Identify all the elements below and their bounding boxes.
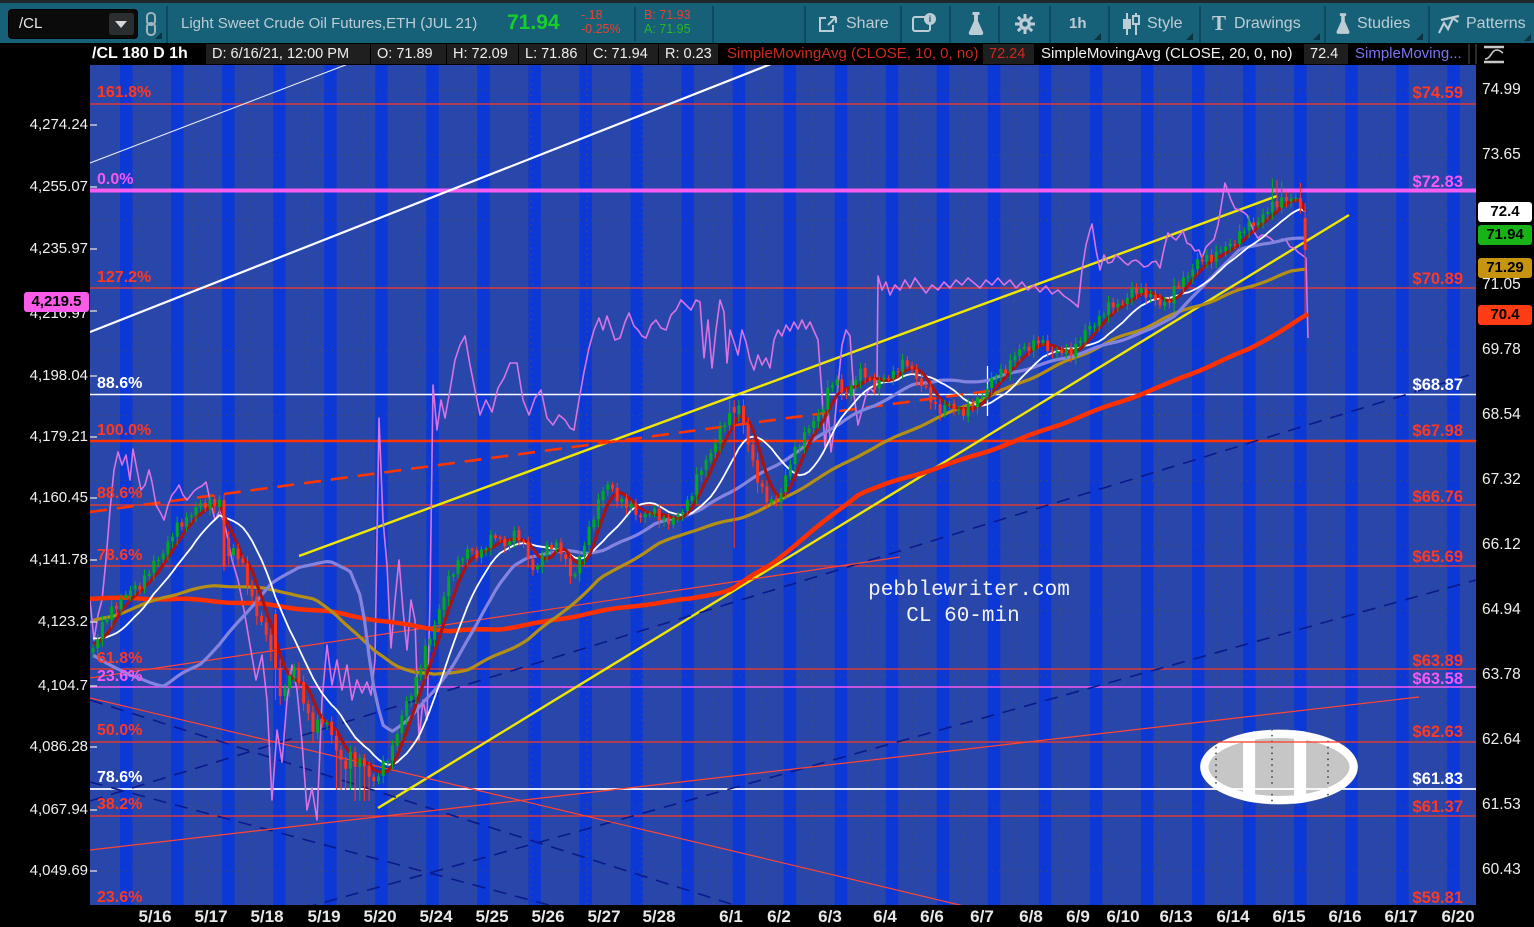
svg-text:38.2%: 38.2% xyxy=(97,796,142,813)
svg-text:78.6%: 78.6% xyxy=(97,547,142,564)
svg-text:100.0%: 100.0% xyxy=(97,422,151,439)
svg-text:50.0%: 50.0% xyxy=(97,722,142,739)
svg-text:i: i xyxy=(929,14,932,24)
svg-text:$59.81: $59.81 xyxy=(1413,889,1463,907)
svg-text:23.6%: 23.6% xyxy=(97,889,142,906)
svg-text:$67.98: $67.98 xyxy=(1413,422,1463,440)
svg-text:CL 60-min: CL 60-min xyxy=(906,605,1019,628)
svg-text:0.0%: 0.0% xyxy=(97,171,133,188)
svg-text:$63.89: $63.89 xyxy=(1413,652,1463,670)
svg-text:161.8%: 161.8% xyxy=(97,84,151,101)
svg-text:$70.89: $70.89 xyxy=(1413,270,1463,288)
svg-text:$61.83: $61.83 xyxy=(1413,770,1463,788)
svg-text:78.6%: 78.6% xyxy=(97,769,142,786)
svg-text:88.6%: 88.6% xyxy=(97,485,142,502)
svg-text:$62.63: $62.63 xyxy=(1413,723,1463,741)
svg-text:$68.87: $68.87 xyxy=(1413,376,1463,394)
svg-text:127.2%: 127.2% xyxy=(97,269,151,286)
svg-text:61.8%: 61.8% xyxy=(97,650,142,667)
svg-text:$74.59: $74.59 xyxy=(1413,84,1463,102)
svg-text:$61.37: $61.37 xyxy=(1413,798,1463,816)
svg-text:23.6%: 23.6% xyxy=(97,668,142,685)
svg-text:$65.69: $65.69 xyxy=(1413,548,1463,566)
svg-text:$72.83: $72.83 xyxy=(1413,173,1463,191)
svg-text:pebblewriter.com: pebblewriter.com xyxy=(868,579,1070,602)
svg-text:$66.76: $66.76 xyxy=(1413,488,1463,506)
svg-text:$63.58: $63.58 xyxy=(1413,670,1463,688)
svg-text:88.6%: 88.6% xyxy=(97,375,142,392)
